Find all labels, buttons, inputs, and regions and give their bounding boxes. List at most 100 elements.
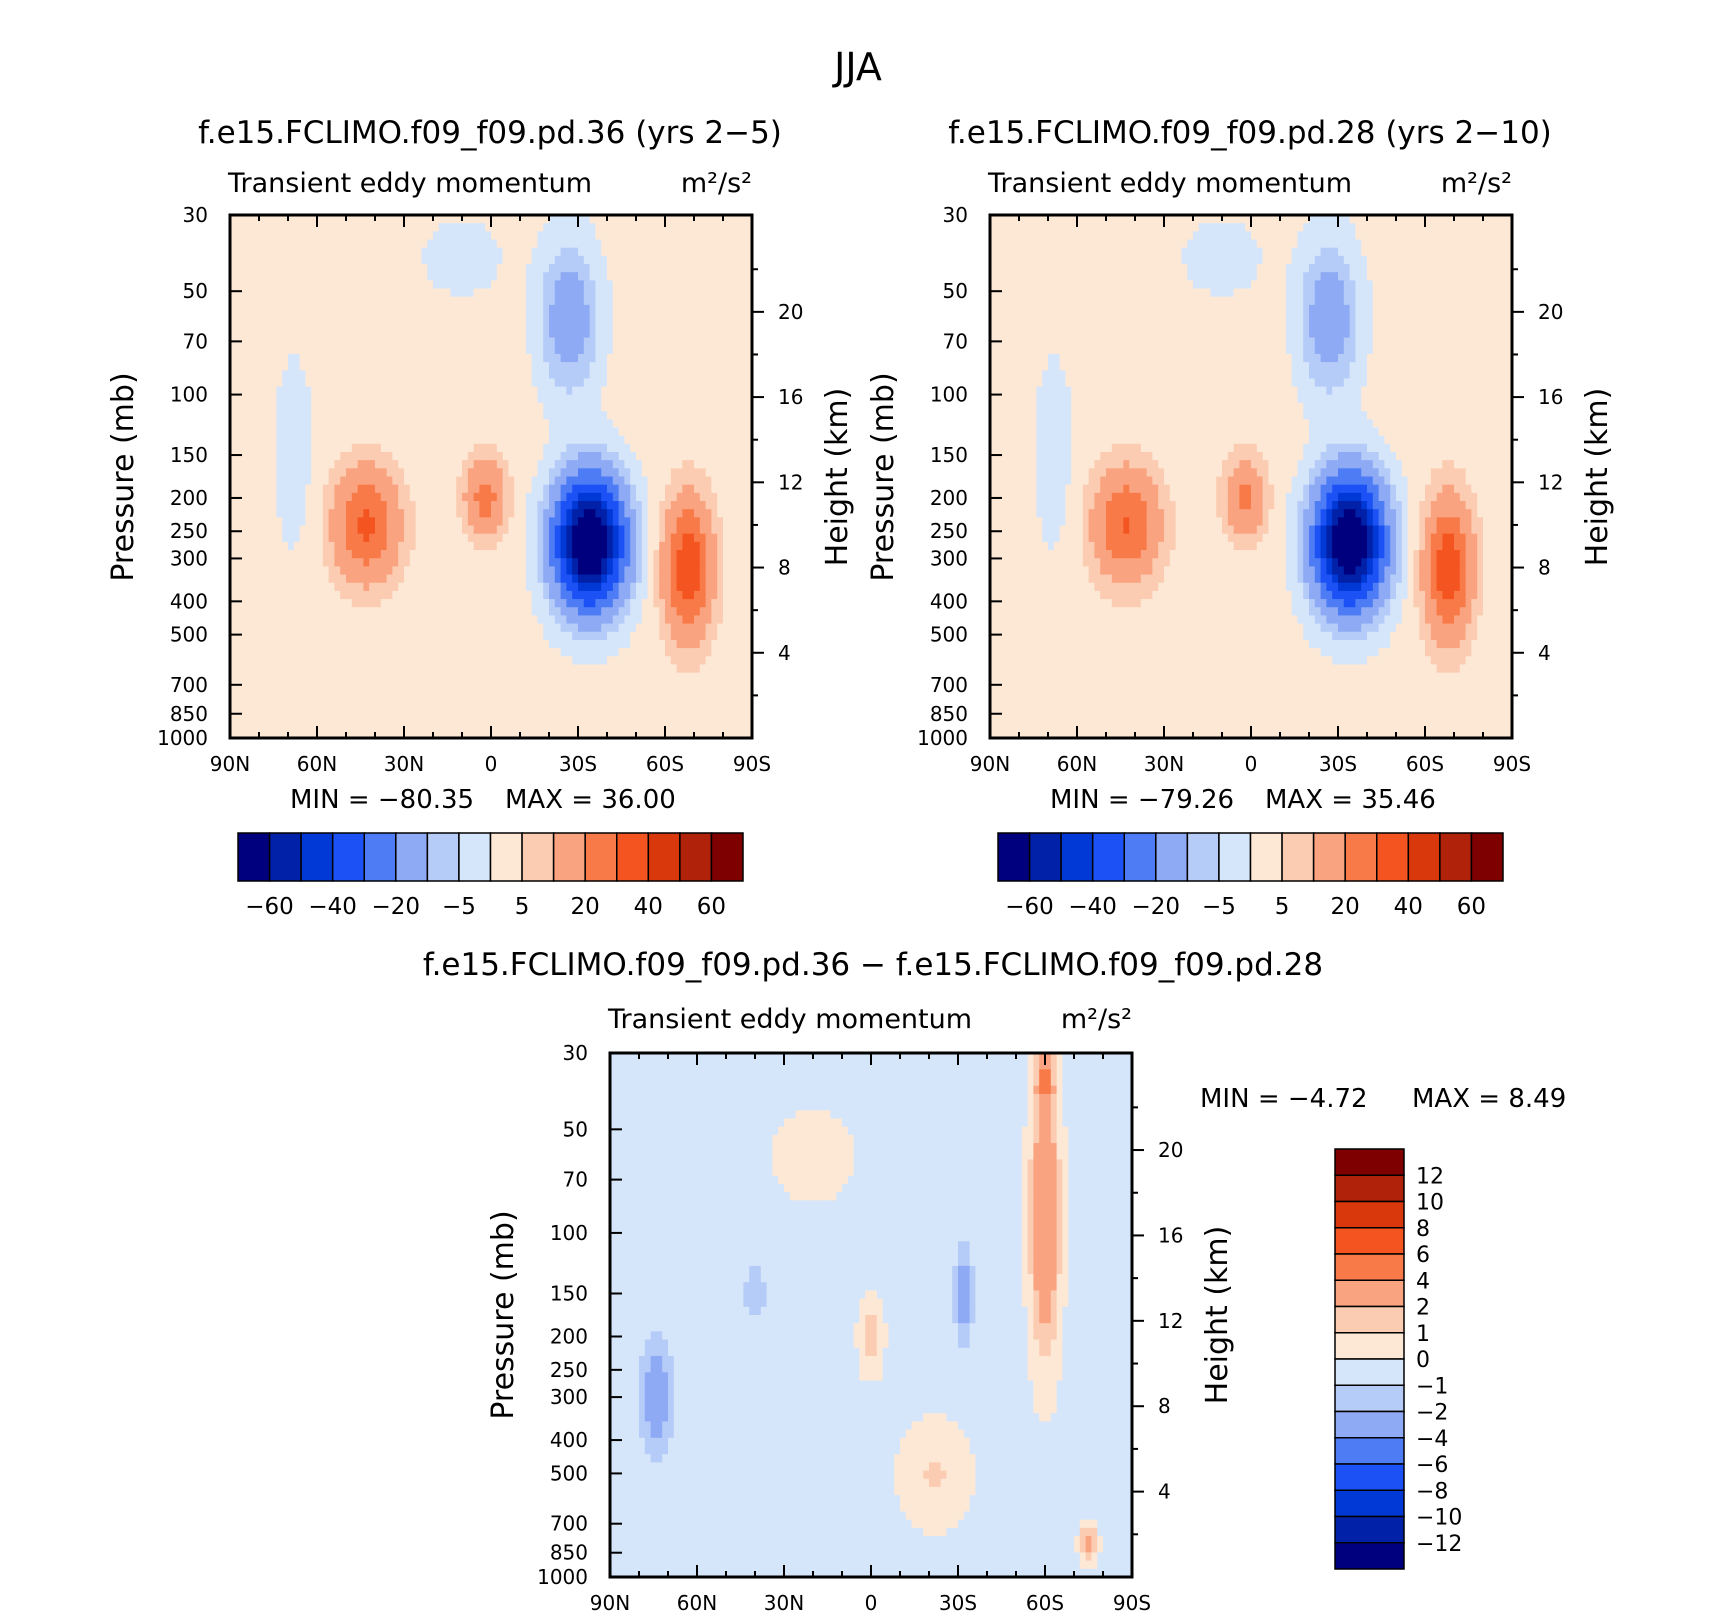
contour-cell: [386, 615, 393, 625]
contour-cell: [409, 550, 417, 559]
contour-cell: [595, 353, 602, 363]
contour-cell: [317, 280, 324, 290]
contour-cell: [409, 484, 417, 494]
contour-cell: [305, 411, 312, 420]
contour-cell: [653, 272, 660, 281]
contour-cell: [612, 304, 620, 314]
contour-cell: [711, 525, 718, 535]
contour-cell: [409, 394, 417, 404]
contour-cell: [288, 264, 295, 273]
contour-cell: [473, 321, 480, 330]
contour-cell: [305, 451, 312, 461]
contour-cell: [433, 313, 440, 322]
contour-cell: [659, 272, 666, 281]
contour-cell: [485, 370, 492, 380]
contour-cell: [740, 476, 747, 486]
contour-cell: [479, 623, 486, 633]
contour-cell: [392, 476, 399, 486]
contour-cell: [502, 304, 509, 314]
contour-cell: [734, 321, 741, 330]
contour-cell: [322, 215, 330, 224]
contour-cell: [659, 239, 666, 249]
contour-cell: [253, 239, 260, 249]
contour-cell: [346, 215, 353, 224]
contour-cell: [560, 639, 567, 649]
contour-cell: [282, 639, 289, 649]
contour-cell: [514, 427, 521, 437]
contour-cell: [630, 639, 637, 649]
contour-cell: [711, 345, 718, 355]
contour-cell: [624, 247, 631, 257]
contour-cell: [485, 525, 492, 535]
contour-cell: [404, 664, 411, 674]
contour-cell: [653, 370, 660, 380]
contour-cell: [235, 656, 243, 666]
contour-cell: [670, 574, 678, 584]
contour-cell: [473, 574, 480, 584]
contour-cell: [288, 337, 295, 347]
contour-cell: [270, 353, 277, 363]
contour-cell: [404, 272, 411, 281]
contour-cell: [734, 599, 741, 608]
contour-cell: [595, 321, 602, 330]
contour-cell: [438, 419, 446, 429]
contour-cell: [728, 378, 736, 388]
contour-cell: [264, 337, 272, 347]
contour-cell: [322, 582, 330, 592]
contour-cell: [282, 631, 289, 641]
contour-cell: [723, 648, 730, 657]
contour-cell: [409, 329, 417, 339]
contour-cell: [601, 468, 608, 478]
contour-cell: [496, 631, 504, 641]
contour-cell: [276, 501, 283, 510]
contour-cell: [676, 255, 683, 265]
contour-cell: [433, 648, 440, 657]
contour-cell: [253, 574, 260, 584]
contour-cell: [235, 541, 243, 551]
contour-cell: [334, 656, 341, 666]
contour-cell: [293, 321, 301, 330]
contour-cell: [612, 460, 620, 469]
contour-cell: [647, 345, 654, 355]
contour-cell: [305, 231, 312, 241]
contour-cell: [259, 656, 266, 666]
contour-cell: [340, 304, 347, 314]
contour-cell: [404, 255, 411, 265]
contour-cell: [427, 362, 434, 371]
contour-cell: [618, 599, 625, 608]
contour-cell: [734, 533, 741, 543]
contour-cell: [717, 533, 724, 543]
contour-cell: [549, 337, 556, 347]
contour-cell: [421, 492, 428, 502]
contour-cell: [247, 656, 254, 666]
contour-cell: [601, 574, 608, 584]
contour-cell: [583, 264, 591, 273]
contour-cell: [491, 280, 498, 290]
contour-cell: [485, 247, 492, 257]
contour-cell: [317, 411, 324, 420]
contour-cell: [641, 435, 649, 445]
contour-cell: [601, 451, 608, 461]
contour-cell: [607, 623, 614, 633]
contour-cell: [398, 264, 405, 273]
contour-cell: [491, 264, 498, 273]
contour-cell: [699, 378, 707, 388]
contour-cell: [473, 501, 480, 510]
contour-cell: [601, 558, 608, 567]
contour-cell: [647, 353, 654, 363]
contour-cell: [230, 607, 237, 617]
contour-cell: [259, 582, 266, 592]
contour-cell: [572, 337, 579, 347]
contour-cell: [624, 313, 631, 322]
contour-cell: [612, 525, 620, 535]
contour-cell: [746, 223, 753, 232]
contour-cell: [723, 566, 730, 576]
contour-cell: [380, 215, 388, 224]
contour-cell: [676, 615, 683, 625]
contour-cell: [711, 558, 718, 567]
contour-cell: [688, 215, 695, 224]
contour-cell: [409, 525, 417, 535]
contour-cell: [293, 304, 301, 314]
contour-cell: [288, 615, 295, 625]
contour-cell: [346, 337, 353, 347]
